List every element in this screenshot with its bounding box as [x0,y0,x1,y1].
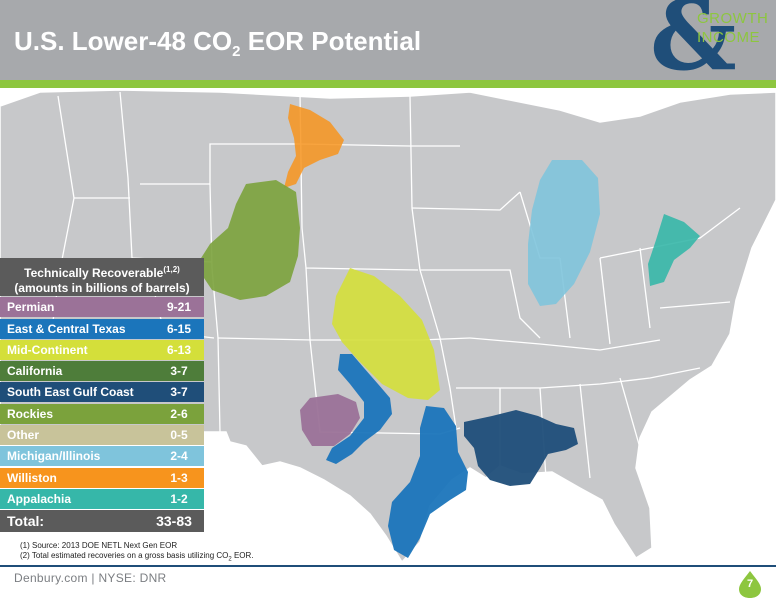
region-east-central-texas-east [388,406,468,558]
legend-row-name: Appalachia [7,491,72,506]
legend-row-name: East & Central Texas [7,321,126,336]
legend-row: Rockies 2-6 [0,403,204,424]
region-south-east-gulf-coast [464,410,578,486]
footnote-2-suffix: EOR. [231,551,254,560]
state-border [599,257,611,345]
legend-row-value: 6-15 [166,321,192,336]
footnote-2-prefix: (2) Total estimated recoveries on a gros… [20,551,229,560]
state-border [209,183,221,433]
legend-row-name: Williston [7,470,57,485]
region-michigan-illinois [528,160,600,306]
region-east-central-texas-west [326,354,392,464]
legend-row-name: South East Gulf Coast [7,385,134,400]
legend-row: Michigan/Illinois 2-4 [0,446,204,467]
legend-row-name: Michigan/Illinois [7,449,101,464]
legend-header: Technically Recoverable(1,2) (amounts in… [0,258,204,296]
legend-row-value: 3-7 [170,364,188,379]
legend-row: California 3-7 [0,361,204,382]
legend-row: Permian 9-21 [0,297,204,318]
legend-table: Technically Recoverable(1,2) (amounts in… [0,258,204,533]
growth-income-logo: & GROWTH INCOME [650,0,772,92]
legend-row-value: 9-21 [166,300,192,315]
footnote-2-sub: 2 [228,556,232,563]
title-subscript: 2 [232,43,241,60]
state-border [411,191,521,211]
region-rockies [196,180,300,300]
legend-total-value: 33-83 [156,513,192,530]
legend-row: East & Central Texas 6-15 [0,318,204,339]
legend-row-value: 2-6 [170,406,188,421]
title-main: U.S. Lower-48 CO [14,26,233,56]
legend-row-value: 1-3 [170,470,188,485]
footnotes: (1) Source: 2013 DOE NETL Next Gen EOR (… [20,541,254,565]
legend-row-name: Other [7,428,40,443]
legend-row: Appalachia 1-2 [0,488,204,509]
logo-income-text: INCOME [697,29,760,46]
legend-total-row: Total: 33-83 [0,510,204,533]
state-border [579,383,591,479]
legend-total-label: Total: [7,513,45,530]
slide-header [0,0,776,80]
state-border [659,301,731,309]
legend-heading-sup: (1,2) [163,265,180,274]
slide-title: U.S. Lower-48 CO2 EOR Potential [14,26,421,60]
legend-row-name: Mid-Continent [7,342,88,357]
state-border [619,377,641,449]
legend-row: Mid-Continent 6-13 [0,339,204,360]
footnote-2: (2) Total estimated recoveries on a gros… [20,551,254,565]
region-williston [284,104,344,188]
region-permian [300,394,360,446]
state-border [456,367,701,389]
legend-row-value: 2-4 [170,449,188,464]
legend-row-value: 1-2 [170,491,188,506]
state-border [409,95,457,429]
us-map [0,89,776,564]
legend-row: Williston 1-3 [0,467,204,488]
legend-row-value: 0-5 [170,428,188,443]
state-border [420,269,541,339]
region-appalachia [648,214,700,286]
region-mid-continent [332,268,440,400]
legend-heading-line2: (amounts in billions of barrels) [14,281,190,295]
page-number: 7 [746,578,754,590]
ampersand-logo-icon: & [650,0,737,92]
state-border [639,247,651,329]
legend-row: Other 0-5 [0,425,204,446]
legend-row: South East Gulf Coast 3-7 [0,382,204,403]
footer-company-text: Denbury.com | NYSE: DNR [14,571,167,585]
page-number-badge: 7 [736,570,764,598]
footnote-1: (1) Source: 2013 DOE NETL Next Gen EOR [20,541,178,550]
legend-rows: Permian 9-21 East & Central Texas 6-15 Mid-C… [0,297,204,509]
legend-row-value: 6-13 [166,342,192,357]
logo-growth-text: GROWTH [697,10,769,27]
eor-regions [196,104,700,558]
droplet-icon [739,571,761,598]
legend-heading-line1: Technically Recoverable [24,266,164,280]
footer-rule [0,565,776,567]
legend-row-name: Permian [7,300,55,315]
title-end: EOR Potential [240,26,422,56]
state-border [140,143,460,185]
state-border [469,337,661,351]
state-border [599,207,741,259]
legend-row-name: California [7,364,63,379]
header-accent-stripe [0,80,776,88]
legend-row-value: 3-7 [170,385,188,400]
legend-row-name: Rockies [7,406,54,421]
